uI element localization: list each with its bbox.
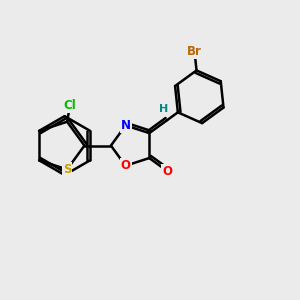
Text: O: O [162, 164, 172, 178]
Text: O: O [121, 159, 130, 172]
Text: H: H [159, 104, 168, 114]
Text: Br: Br [187, 45, 202, 58]
Text: N: N [121, 119, 130, 132]
Text: Cl: Cl [64, 99, 76, 112]
Text: S: S [63, 163, 71, 176]
